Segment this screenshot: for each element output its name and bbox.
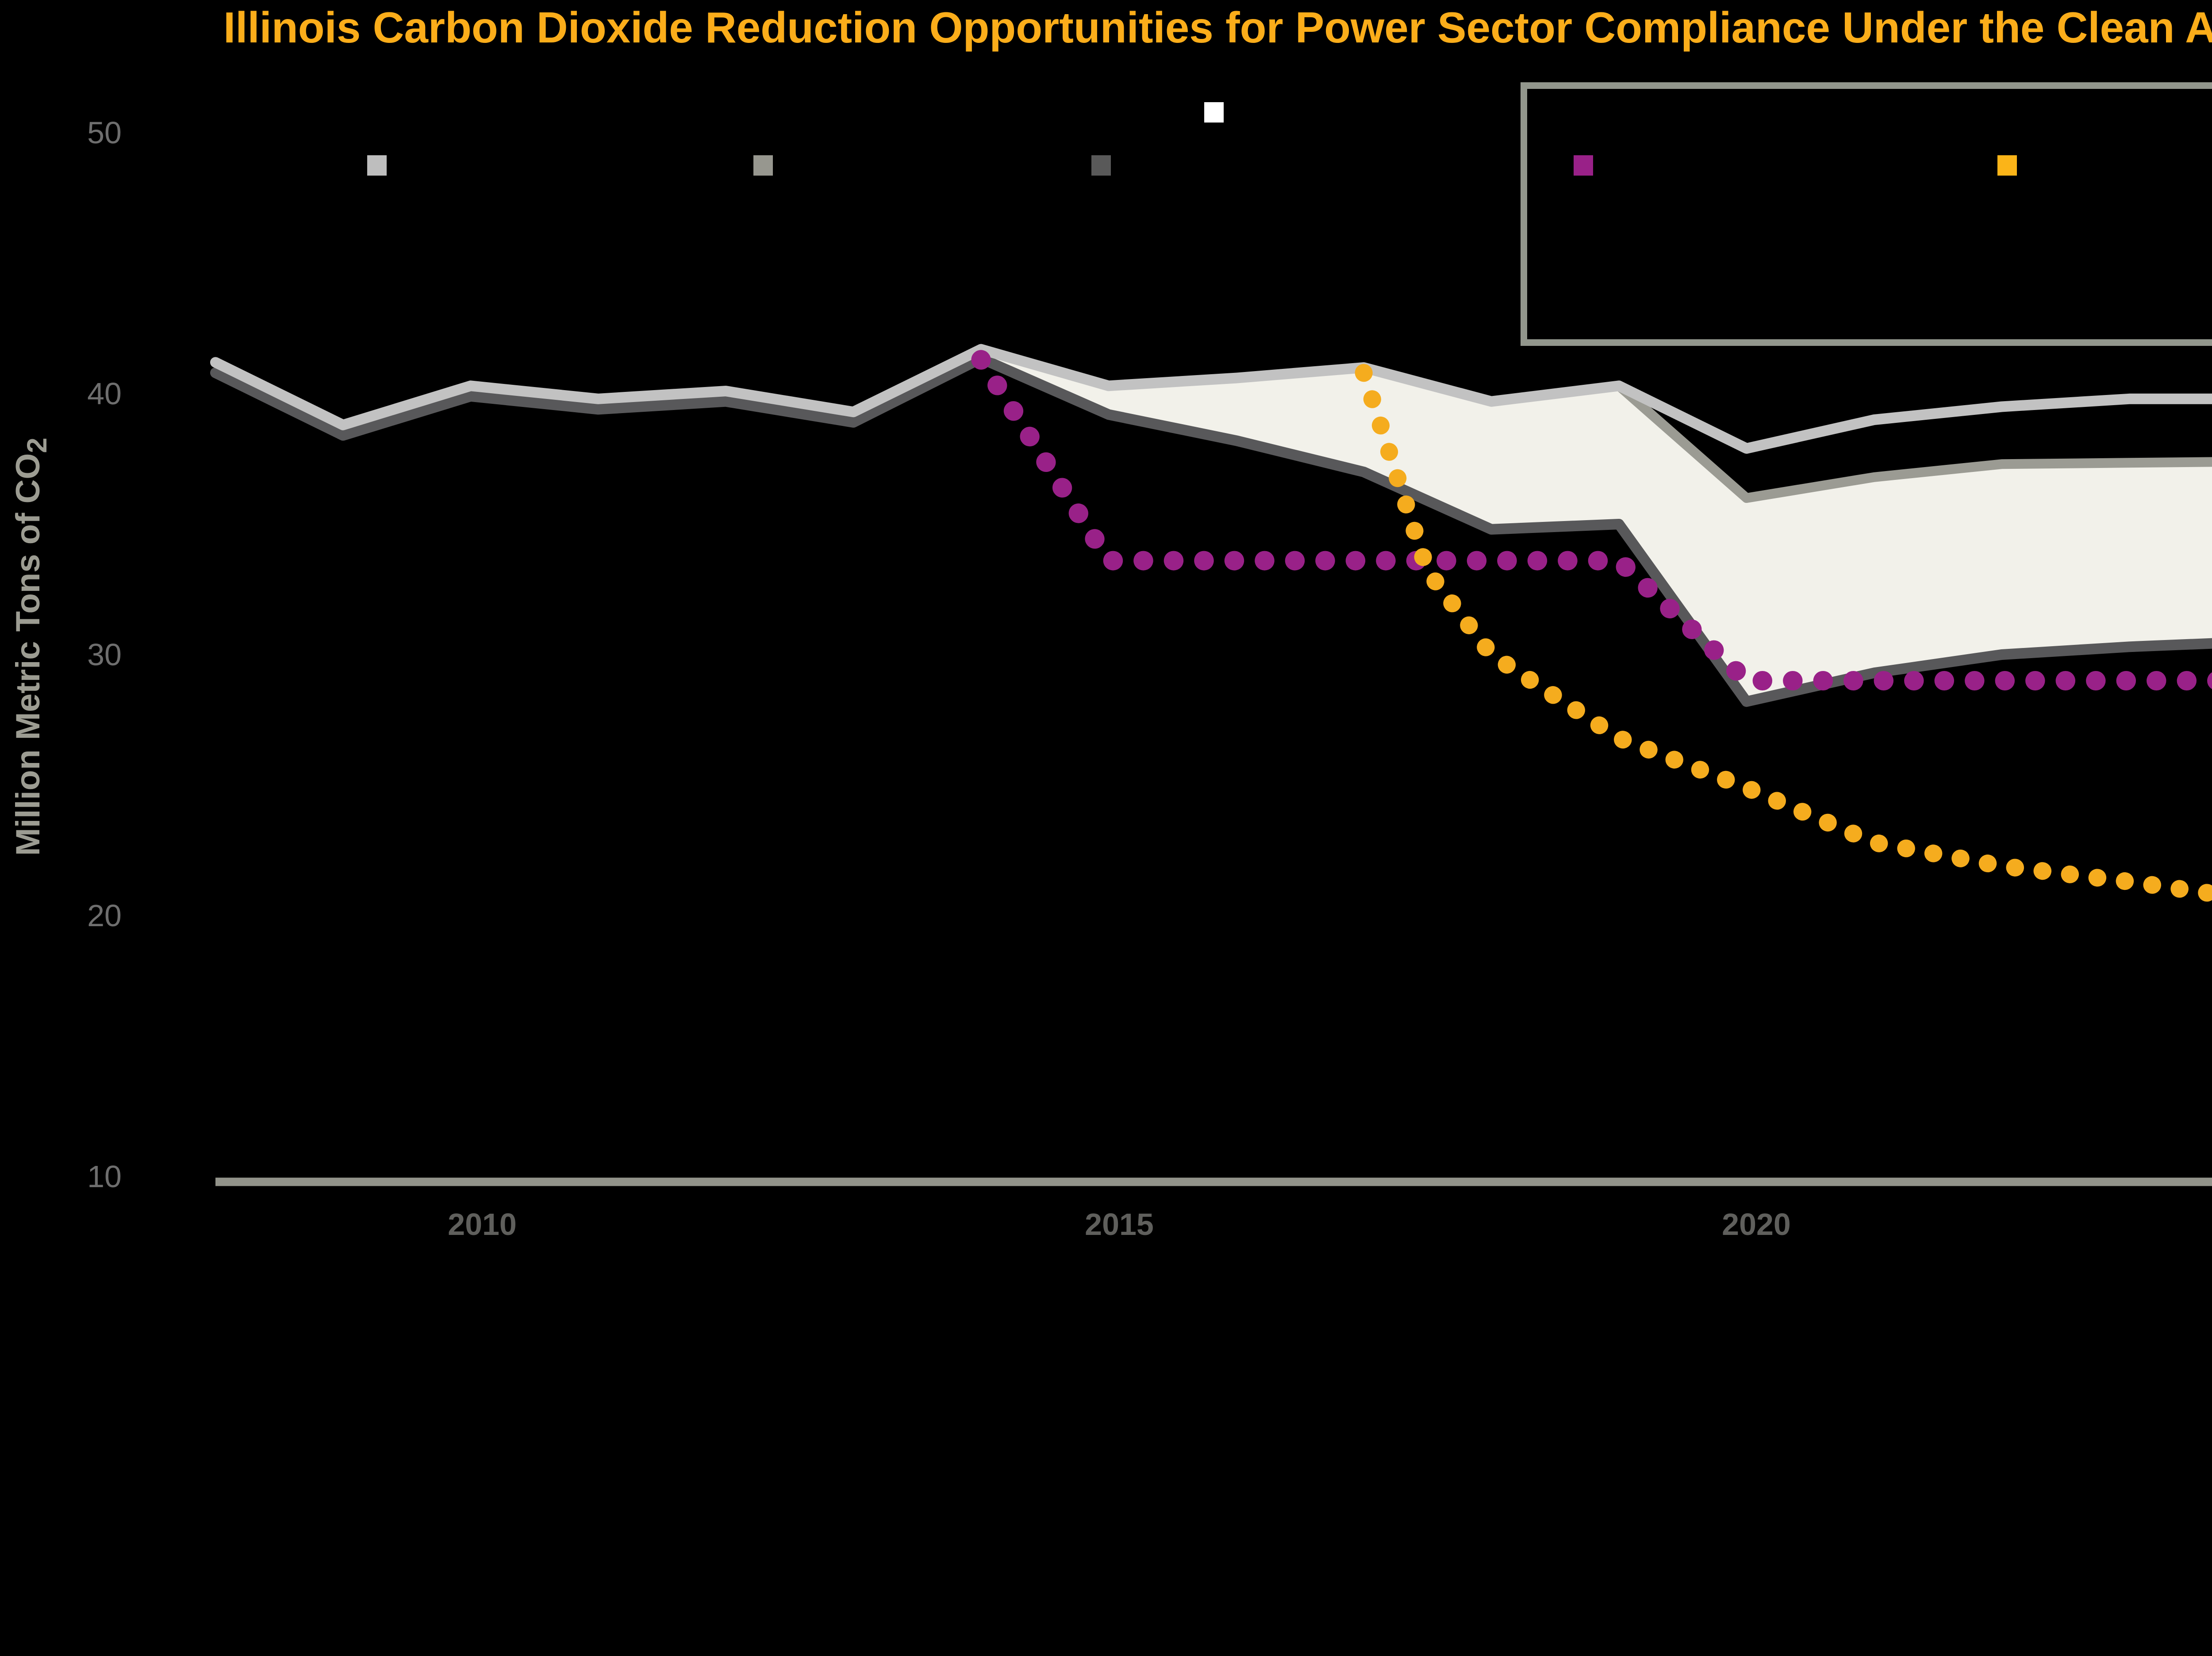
x-tick-label-2010: 2010	[448, 1207, 517, 1242]
orange-square	[1997, 155, 2017, 176]
y-tick-label-30: 30	[87, 637, 122, 672]
medium-gray-square	[753, 155, 773, 176]
dark-gray-square	[1091, 155, 1111, 176]
upper-gray-line	[210, 344, 2212, 454]
orange-dotted-line	[1355, 364, 2212, 903]
x-tick-label-2020: 2020	[1722, 1207, 1791, 1242]
dark-gray-line	[210, 353, 2212, 707]
y-tick-label-20: 20	[87, 898, 122, 933]
y-tick-label-40: 40	[87, 376, 122, 411]
y-axis-title-subscript: 2	[22, 437, 53, 453]
y-tick-label-10: 10	[87, 1159, 122, 1194]
compliance-range-area	[981, 349, 2212, 702]
y-tick-label-50: 50	[87, 115, 122, 150]
x-tick-label-2015: 2015	[1085, 1207, 1154, 1242]
white-square	[1204, 102, 1224, 123]
chart-title: Illinois Carbon Dioxide Reduction Opport…	[223, 3, 2212, 52]
purple-square	[1574, 155, 1593, 176]
light-gray-square	[367, 155, 387, 176]
legend-box	[1521, 82, 2212, 346]
